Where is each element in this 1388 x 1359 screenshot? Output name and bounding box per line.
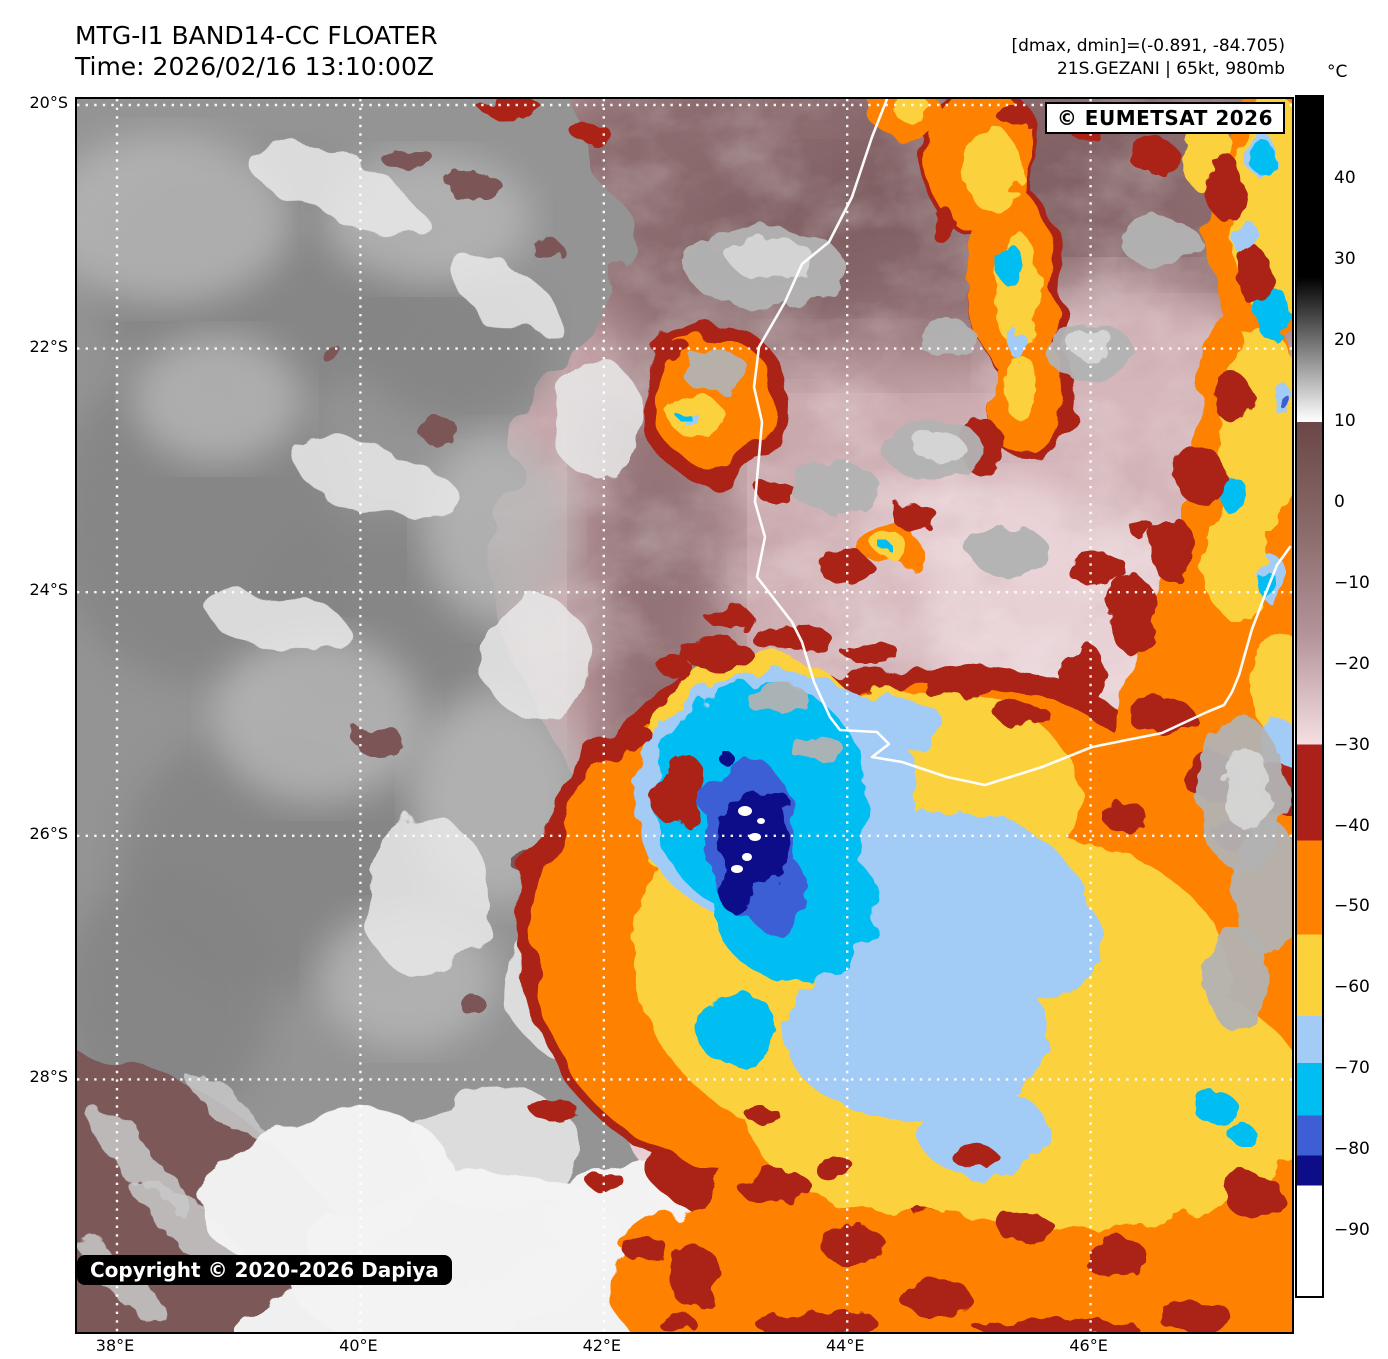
x-tick-label: 46°E: [1069, 1336, 1108, 1355]
colorbar-tick-label: −20: [1334, 653, 1370, 674]
colorbar-tick-label: −90: [1334, 1220, 1370, 1241]
x-tick-label: 40°E: [339, 1336, 378, 1355]
colorbar-tick-label: 0: [1334, 491, 1345, 512]
colorbar-tick-label: −60: [1334, 977, 1370, 998]
y-tick-label: 22°S: [29, 336, 68, 356]
gray-cloud-patches: [681, 217, 1292, 1031]
colorbar-tick-label: −50: [1334, 896, 1370, 917]
satellite-image: [77, 99, 1292, 1332]
colorbar-tick-label: −10: [1334, 572, 1370, 593]
title-block: MTG-I1 BAND14-CC FLOATER Time: 2026/02/1…: [75, 20, 438, 82]
x-tick-label: 42°E: [582, 1336, 622, 1355]
info-block: [dmax, dmin]=(-0.891, -84.705) 21S.GEZAN…: [1012, 35, 1286, 81]
provider-watermark: © EUMETSAT 2026: [1044, 102, 1285, 134]
colorbar-tick-label: −70: [1334, 1058, 1370, 1079]
colorbar-tick-label: 10: [1334, 411, 1356, 432]
page-title: MTG-I1 BAND14-CC FLOATER: [75, 21, 438, 50]
y-tick-label: 24°S: [29, 580, 68, 600]
timestamp: Time: 2026/02/16 13:10:00Z: [75, 52, 434, 81]
temperature-colorbar: [1295, 95, 1324, 1298]
coastline: [752, 99, 1292, 787]
y-tick-label: 20°S: [29, 93, 68, 112]
y-tick-label: 26°S: [29, 823, 68, 843]
colorbar-tick-label: 30: [1334, 249, 1356, 270]
dmax-dmin-readout: [dmax, dmin]=(-0.891, -84.705): [1011, 36, 1286, 56]
colorbar-unit-label: °C: [1327, 62, 1348, 82]
y-tick-label: 28°S: [29, 1067, 68, 1087]
colorbar-tick-label: −80: [1334, 1139, 1370, 1160]
white-overshoot-dots: [731, 806, 765, 873]
gray-cloud-texture: [77, 134, 642, 1211]
colorbar-tick-label: 20: [1334, 330, 1356, 351]
colorbar-tick-label: −40: [1334, 815, 1370, 836]
colorbar-tick-label: −30: [1334, 734, 1370, 755]
copyright-badge: Copyright © 2020-2026 Dapiya: [77, 1255, 452, 1285]
x-tick-label: 44°E: [825, 1336, 865, 1355]
satellite-map: © EUMETSAT 2026 Copyright © 2020-2026 Da…: [75, 97, 1294, 1334]
colorbar-tick-label: 40: [1334, 168, 1356, 189]
x-tick-label: 38°E: [95, 1336, 135, 1355]
storm-id-intensity: 21S.GEZANI | 65kt, 980mb: [1056, 59, 1285, 79]
